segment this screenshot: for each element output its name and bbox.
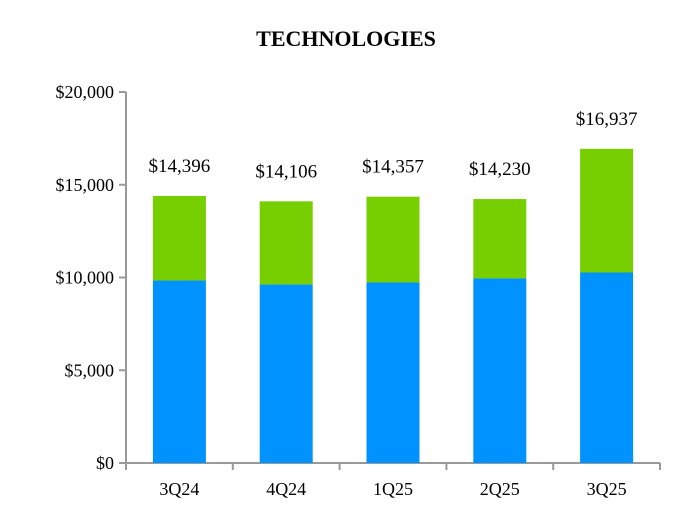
y-tick-label: $20,000 bbox=[56, 82, 115, 102]
bar-segment-3Q24-lower bbox=[152, 280, 206, 463]
total-label: $16,937 bbox=[576, 109, 638, 130]
x-tick-label: 4Q24 bbox=[266, 479, 306, 499]
y-tick-label: $0 bbox=[96, 453, 114, 473]
bar-segment-4Q24-upper bbox=[259, 201, 313, 285]
bar-segment-4Q24-lower bbox=[259, 284, 313, 463]
x-tick-label: 3Q24 bbox=[159, 479, 199, 499]
chart-title: TECHNOLOGIES bbox=[256, 26, 436, 51]
bar-segment-1Q25-upper bbox=[366, 196, 420, 283]
y-tick-label: $15,000 bbox=[56, 175, 115, 195]
bar-segment-3Q25-lower bbox=[580, 272, 634, 463]
x-tick-label: 2Q25 bbox=[480, 479, 520, 499]
bar-segment-1Q25-lower bbox=[366, 282, 420, 463]
x-tick-label: 3Q25 bbox=[587, 479, 627, 499]
total-label: $14,396 bbox=[149, 156, 211, 177]
bar-segment-3Q24-upper bbox=[152, 195, 206, 281]
total-label: $14,106 bbox=[255, 161, 317, 182]
total-label: $14,230 bbox=[469, 159, 531, 180]
bar-segment-2Q25-lower bbox=[473, 278, 527, 463]
bar-segment-3Q25-upper bbox=[580, 148, 634, 273]
total-label: $14,357 bbox=[362, 157, 424, 178]
y-tick-label: $10,000 bbox=[56, 268, 115, 288]
x-tick-label: 1Q25 bbox=[373, 479, 413, 499]
y-tick-label: $5,000 bbox=[65, 360, 115, 380]
bar-segment-2Q25-upper bbox=[473, 199, 527, 279]
